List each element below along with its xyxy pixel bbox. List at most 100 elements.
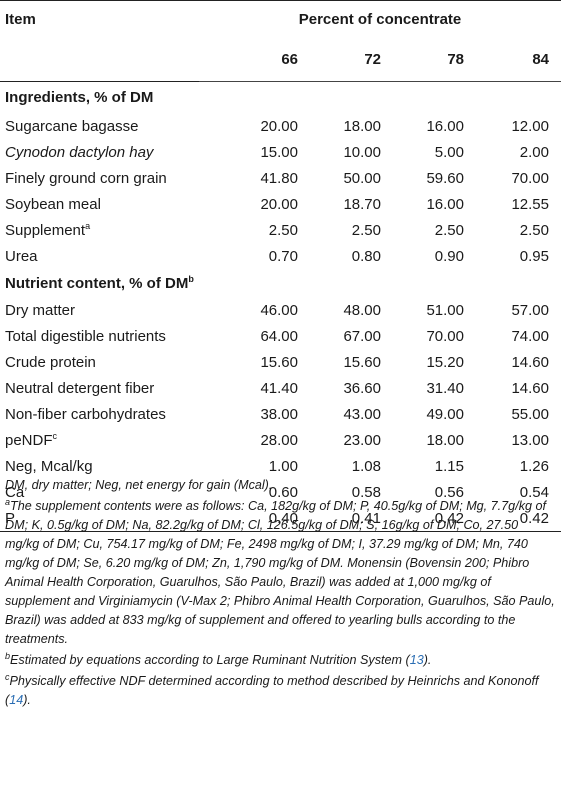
cell: 31.40 — [426, 380, 464, 397]
cell: 13.00 — [511, 432, 549, 449]
cell: 14.60 — [511, 380, 549, 397]
cell: 14.60 — [511, 354, 549, 371]
cell: 1.00 — [268, 458, 298, 475]
cell: 57.00 — [511, 302, 549, 319]
footnote-a-text: The supplement contents were as follows:… — [5, 499, 555, 646]
cell: 43.00 — [343, 406, 381, 423]
level-66: 66 — [199, 38, 298, 82]
cell: 0.95 — [519, 248, 549, 265]
footnote-b-end: ). — [423, 653, 432, 667]
concentrate-table: Item Percent of concentrate 66 72 78 84 … — [0, 0, 561, 532]
cell: 0.80 — [351, 248, 381, 265]
cell: 20.00 — [260, 118, 298, 135]
cell: 46.00 — [260, 302, 298, 319]
footnote-mark: b — [5, 650, 11, 661]
table-row: Urea 0.70 0.80 0.90 0.95 — [0, 244, 561, 270]
row-label: Soybean meal — [5, 196, 101, 213]
cell: 1.08 — [351, 458, 381, 475]
cell: 0.56 — [434, 484, 464, 501]
cell: 70.00 — [511, 170, 549, 187]
row-label-text: peNDF — [5, 432, 53, 449]
table-row: Non-fiber carbohydrates 38.00 43.00 49.0… — [0, 402, 561, 428]
table-row: Dry matter 46.00 48.00 51.00 57.00 — [0, 298, 561, 324]
cell: 67.00 — [343, 328, 381, 345]
row-label: Urea — [5, 248, 38, 265]
footnote-c-text: Physically effective NDF determined acco… — [5, 674, 539, 707]
cell: 49.00 — [426, 406, 464, 423]
cell: 1.26 — [519, 458, 549, 475]
cell: 15.60 — [260, 354, 298, 371]
level-78: 78 — [381, 38, 464, 82]
row-label: Supplementa — [0, 218, 199, 244]
level-84: 84 — [464, 38, 561, 82]
cell: 74.00 — [511, 328, 549, 345]
row-label: Total digestible nutrients — [5, 328, 166, 345]
row-label: Sugarcane bagasse — [5, 118, 139, 135]
footnote-a: aThe supplement contents were as follows… — [5, 497, 555, 649]
section-ingredients: Ingredients, % of DM — [0, 82, 561, 114]
row-label: Cynodon dactylon hay — [5, 144, 154, 161]
footnote-mark: c — [52, 431, 58, 441]
cell: 2.50 — [268, 222, 298, 239]
cell: 48.00 — [343, 302, 381, 319]
cell: 18.70 — [343, 196, 381, 213]
section-title: Ingredients, % of DM — [5, 89, 154, 107]
cell: 64.00 — [260, 328, 298, 345]
table-row: Total digestible nutrients 64.00 67.00 7… — [0, 324, 561, 350]
cell: 55.00 — [511, 406, 549, 423]
percent-header-label: Percent of concentrate — [298, 11, 462, 29]
row-label: Dry matter — [5, 302, 76, 319]
cell: 23.00 — [343, 432, 381, 449]
section-title-text: Nutrient content, % of DM — [5, 275, 189, 292]
cell: 0.60 — [268, 484, 298, 501]
cell: 12.55 — [511, 196, 549, 213]
header-row-2: 66 72 78 84 — [0, 38, 561, 82]
table-row: Soybean meal 20.00 18.70 16.00 12.55 — [0, 192, 561, 218]
table-row: Neg, Mcal/kg 1.00 1.08 1.15 1.26 — [0, 454, 561, 480]
footnote-abbrev: DM, dry matter; Neg, net energy for gain… — [5, 478, 273, 492]
reference-link[interactable]: 13 — [409, 653, 424, 667]
cell: 41.80 — [260, 170, 298, 187]
row-label: Crude protein — [5, 354, 96, 371]
cell: 50.00 — [343, 170, 381, 187]
table-row: peNDFc 28.00 23.00 18.00 13.00 — [0, 428, 561, 454]
table-row: Neutral detergent fiber 41.40 36.60 31.4… — [0, 376, 561, 402]
table-row: Ca 0.60 0.58 0.56 0.54 — [0, 480, 561, 506]
row-label: P — [5, 509, 16, 527]
table-row: Crude protein 15.60 15.60 15.20 14.60 — [0, 350, 561, 376]
footnote-c: cPhysically effective NDF determined acc… — [5, 672, 555, 710]
cell: 15.60 — [343, 354, 381, 371]
footnote-mark: a — [5, 496, 11, 507]
row-label: Finely ground corn grain — [5, 170, 167, 187]
reference-link[interactable]: 14 — [9, 693, 24, 707]
item-header: Item — [5, 11, 36, 29]
cell: 2.50 — [434, 222, 464, 239]
cell: 59.60 — [426, 170, 464, 187]
cell: 0.54 — [519, 484, 549, 501]
row-label: Ca — [5, 484, 25, 501]
table-row: Finely ground corn grain 41.80 50.00 59.… — [0, 166, 561, 192]
section-nutrients: Nutrient content, % of DMb — [0, 270, 561, 298]
footnote-c-end: ). — [23, 693, 31, 707]
cell: 16.00 — [426, 118, 464, 135]
cell: 10.00 — [343, 144, 381, 161]
footnote-mark: a — [85, 221, 91, 231]
row-label: peNDFc — [0, 428, 199, 454]
cell: 2.50 — [351, 222, 381, 239]
cell: 20.00 — [260, 196, 298, 213]
table-row: Sugarcane bagasse 20.00 18.00 16.00 12.0… — [0, 114, 561, 140]
footnotes: DM, dry matter; Neg, net energy for gain… — [5, 476, 555, 712]
cell: 15.00 — [260, 144, 298, 161]
cell: 51.00 — [426, 302, 464, 319]
cell: 1.15 — [434, 458, 464, 475]
cell: 18.00 — [426, 432, 464, 449]
section-title: Nutrient content, % of DMb — [0, 270, 561, 298]
cell: 5.00 — [434, 144, 464, 161]
footnote-mark: c — [5, 671, 10, 682]
header-row-1: Item Percent of concentrate — [0, 0, 561, 39]
row-label-text: Supplement — [5, 222, 86, 239]
cell: 0.90 — [434, 248, 464, 265]
table-row: Supplementa 2.50 2.50 2.50 2.50 — [0, 218, 561, 244]
footnote-mark: b — [188, 274, 194, 284]
